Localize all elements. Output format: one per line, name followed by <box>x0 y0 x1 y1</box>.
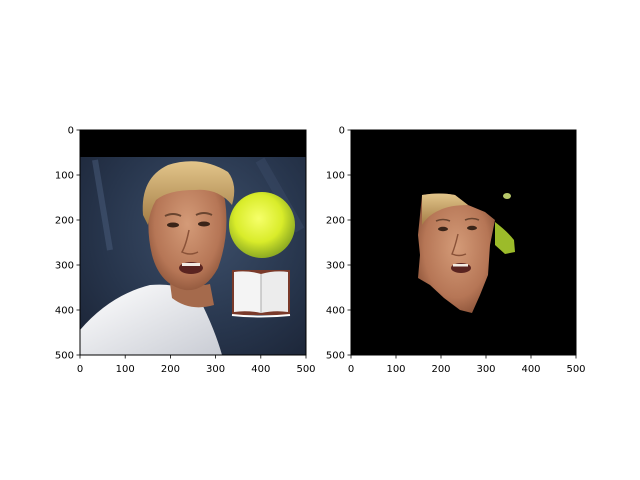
segmented-face <box>418 193 495 313</box>
photo-image <box>80 130 306 355</box>
axes-frame <box>350 129 577 356</box>
axes-frame <box>79 129 307 356</box>
y-tick-label: 0 <box>339 126 345 137</box>
x-tick-label: 300 <box>206 364 225 375</box>
x-tick-label: 100 <box>386 364 405 375</box>
x-tick-label: 400 <box>521 364 540 375</box>
black-band <box>80 130 306 157</box>
y-tick-label: 0 <box>68 126 74 137</box>
x-tick-label: 100 <box>116 364 135 375</box>
y-tick-label: 300 <box>326 261 345 272</box>
ball-fragment-small <box>503 193 511 199</box>
y-tick-label: 400 <box>55 306 74 317</box>
mask-image <box>351 130 576 355</box>
hair <box>142 161 235 225</box>
y-tick-label: 100 <box>55 171 74 182</box>
y-tick-label: 100 <box>326 171 345 182</box>
y-tick-label: 300 <box>55 261 74 272</box>
x-tick-label: 300 <box>476 364 495 375</box>
x-tick-label: 200 <box>161 364 180 375</box>
y-tick-label: 500 <box>55 351 74 362</box>
x-tick-label: 0 <box>77 364 83 375</box>
tennis-ball <box>229 192 295 258</box>
ball-fragment <box>495 222 515 254</box>
x-tick-label: 500 <box>296 364 315 375</box>
book-icon <box>231 270 291 318</box>
x-tick-label: 400 <box>251 364 270 375</box>
y-tick-label: 200 <box>326 216 345 227</box>
y-tick-label: 500 <box>326 351 345 362</box>
x-tick-label: 200 <box>431 364 450 375</box>
x-tick-label: 0 <box>348 364 354 375</box>
y-tick-label: 200 <box>55 216 74 227</box>
x-tick-label: 500 <box>566 364 585 375</box>
y-tick-label: 400 <box>326 306 345 317</box>
face <box>148 169 227 291</box>
